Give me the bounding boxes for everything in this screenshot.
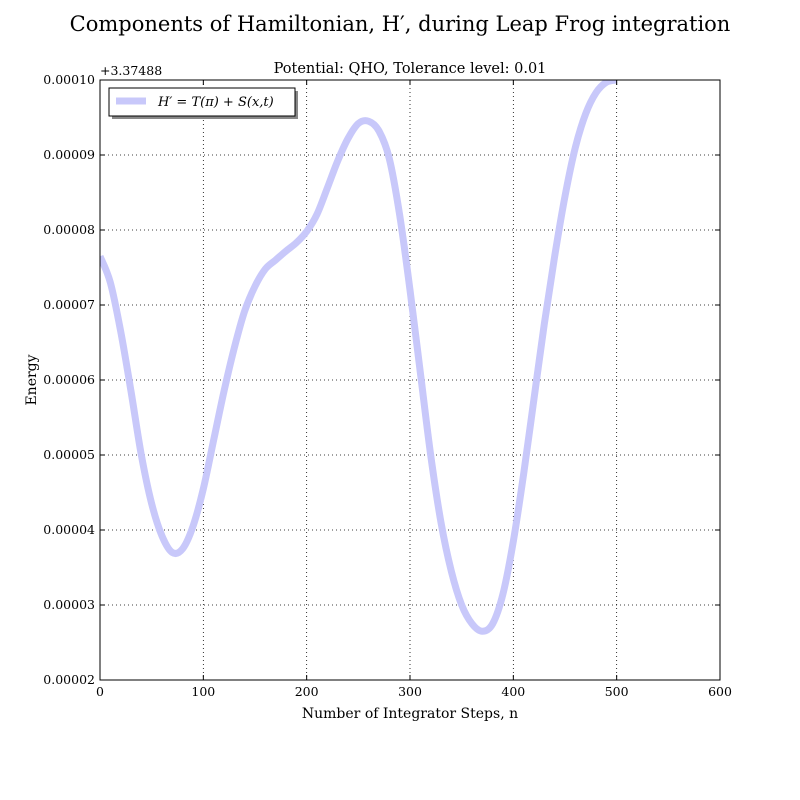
x-axis: 0 100 200 300 400 500 600 [96,80,732,699]
y-tick-label: 0.00009 [43,147,95,162]
y-tick-label: 0.00007 [43,297,95,312]
y-tick-label: 0.00008 [43,222,95,237]
chart-subtitle: Potential: QHO, Tolerance level: 0.01 [274,61,547,77]
x-tick-label: 0 [96,684,104,699]
grid [100,80,720,680]
y-tick-label: 0.00003 [43,597,95,612]
y-tick-label: 0.00010 [43,72,95,87]
y-tick-label: 0.00002 [43,672,95,687]
legend-box [108,87,296,117]
y-tick-label: 0.00004 [43,522,95,537]
x-tick-label: 500 [605,684,629,699]
series-line [100,80,618,635]
series-layer [100,80,618,635]
y-axis: 0.00002 0.00003 0.00004 0.00005 0.00006 0.000… [43,72,720,687]
chart-title: Components of Hamiltonian, H′, during Le… [70,12,731,36]
y-tick-label: 0.00006 [43,372,95,387]
x-tick-label: 400 [501,684,525,699]
y-tick-label: 0.00005 [43,447,95,462]
legend-label: H′ = T(π) + S(x,t) [157,95,274,110]
y-offset-label: +3.37488 [100,63,162,78]
x-axis-label: Number of Integrator Steps, n [302,706,518,722]
x-tick-label: 600 [708,684,732,699]
x-tick-label: 200 [295,684,319,699]
x-tick-label: 300 [398,684,422,699]
x-tick-label: 100 [191,684,215,699]
y-axis-label: Energy [24,354,40,405]
legend: H′ = T(π) + S(x,t) [108,87,298,119]
